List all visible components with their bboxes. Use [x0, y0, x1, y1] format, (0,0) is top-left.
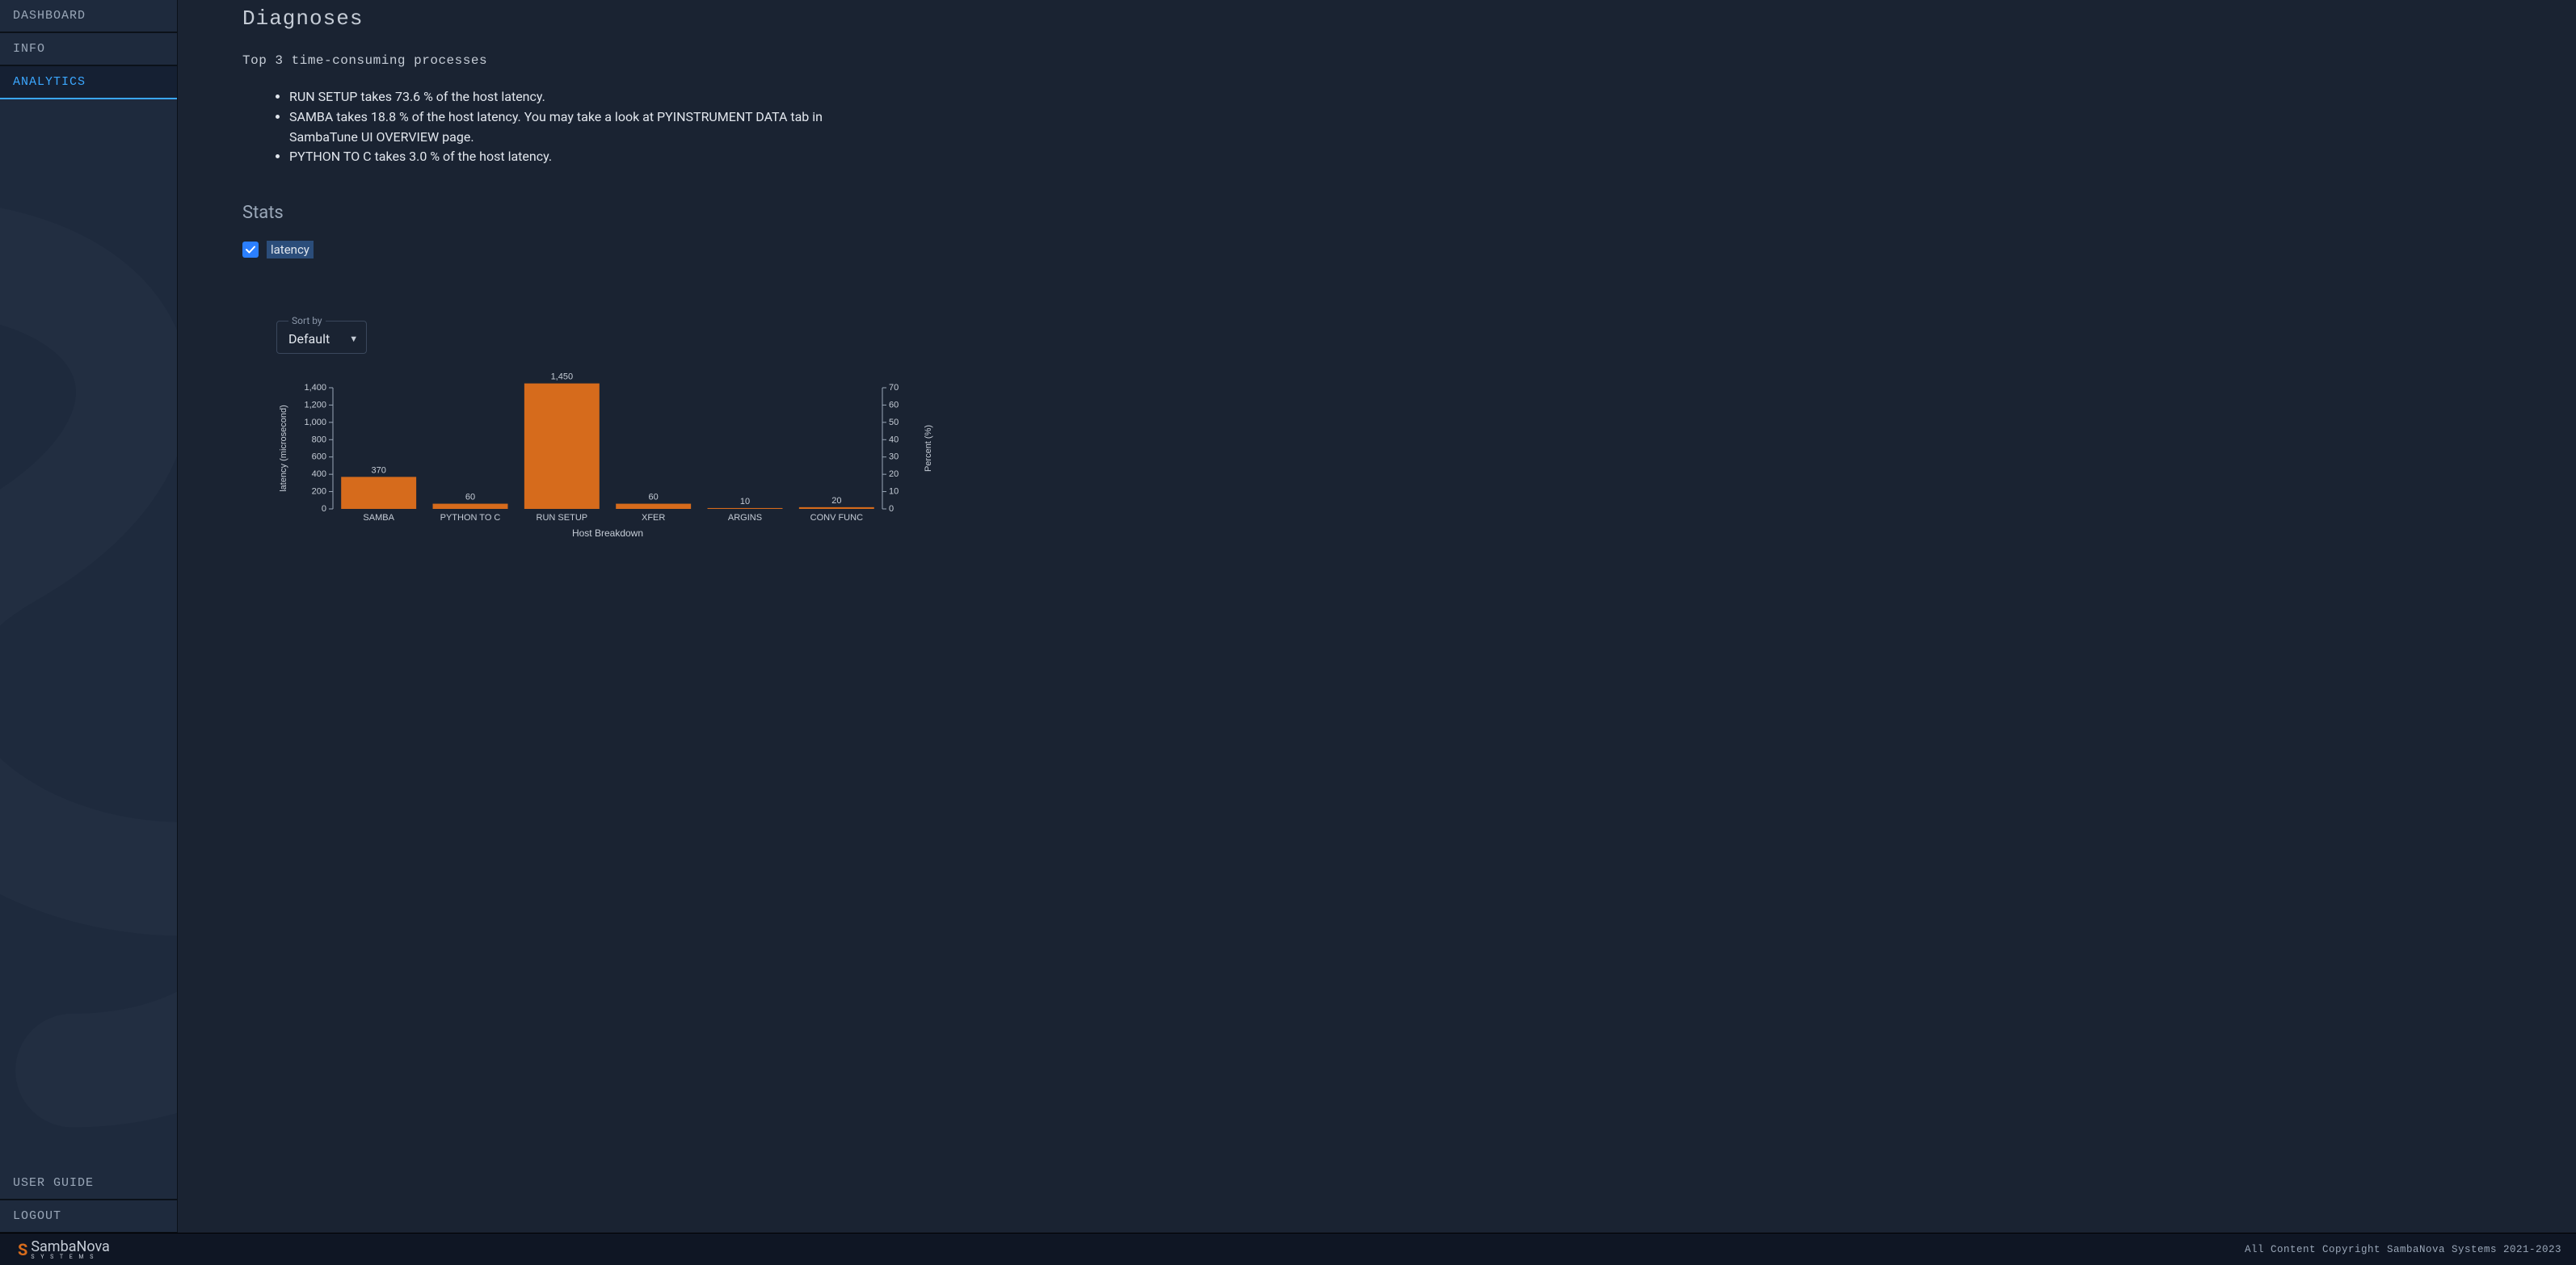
diagnosis-item: PYTHON TO C takes 3.0 % of the host late… — [289, 147, 857, 167]
footer-logo-text: SambaNova — [31, 1238, 110, 1255]
sidebar-item-dashboard[interactable]: DASHBOARD — [0, 0, 177, 32]
chart-bar — [341, 477, 416, 510]
svg-text:PYTHON TO C: PYTHON TO C — [440, 513, 501, 523]
diagnoses-heading: Diagnoses — [242, 6, 2528, 31]
svg-text:60: 60 — [465, 493, 475, 502]
chevron-down-icon: ▼ — [349, 334, 358, 344]
sidebar-item-info[interactable]: INFO — [0, 32, 177, 65]
stats-heading: Stats — [242, 203, 2528, 223]
svg-text:ARGINS: ARGINS — [728, 513, 762, 523]
sort-by-wrap: Sort by Default ▼ — [276, 315, 2528, 354]
diagnoses-subheading: Top 3 time-consuming processes — [242, 53, 2528, 68]
svg-text:200: 200 — [312, 487, 326, 497]
chart-bar — [799, 507, 874, 509]
sort-by-legend: Sort by — [288, 315, 326, 326]
footer-copyright: All Content Copyright SambaNova Systems … — [2245, 1244, 2561, 1255]
chart-bar — [708, 508, 783, 509]
chart-bar — [616, 504, 691, 509]
svg-text:30: 30 — [889, 452, 899, 462]
stats-checkbox-row: latency — [242, 241, 2528, 258]
svg-text:10: 10 — [889, 487, 899, 497]
svg-text:Percent (%): Percent (%) — [924, 425, 933, 472]
svg-text:1,200: 1,200 — [304, 401, 326, 410]
diagnosis-item: SAMBA takes 18.8 % of the host latency. … — [289, 107, 857, 148]
sidebar-item-logout[interactable]: LOGOUT — [0, 1200, 177, 1233]
svg-text:20: 20 — [889, 469, 899, 479]
diagnoses-list: RUN SETUP takes 73.6 % of the host laten… — [242, 87, 857, 167]
sort-by-select[interactable]: Default ▼ — [288, 331, 358, 347]
svg-text:0: 0 — [322, 504, 326, 514]
svg-text:400: 400 — [312, 469, 326, 479]
svg-text:800: 800 — [312, 435, 326, 444]
svg-text:SAMBA: SAMBA — [363, 513, 394, 523]
footer: S SambaNova S Y S T E M S All Content Co… — [0, 1233, 2576, 1265]
chart-bar — [524, 384, 600, 509]
svg-text:60: 60 — [649, 493, 659, 502]
latency-checkbox-label: latency — [267, 241, 314, 258]
svg-text:1,000: 1,000 — [304, 418, 326, 427]
svg-text:60: 60 — [889, 401, 899, 410]
svg-text:70: 70 — [889, 383, 899, 393]
sidebar-nav-bottom: USER GUIDELOGOUT — [0, 1167, 177, 1233]
sidebar-item-analytics[interactable]: ANALYTICS — [0, 65, 177, 99]
sort-by-value: Default — [288, 331, 330, 347]
svg-text:40: 40 — [889, 435, 899, 444]
latency-checkbox[interactable] — [242, 242, 259, 258]
svg-text:20: 20 — [831, 496, 841, 506]
svg-text:10: 10 — [740, 497, 750, 506]
chart-bar — [433, 504, 508, 509]
host-breakdown-chart: latency (microsecond)Percent (%)02004006… — [276, 372, 947, 546]
sidebar-nav-top: DASHBOARDINFOANALYTICS — [0, 0, 177, 99]
sidebar-bg-decor — [0, 0, 177, 1233]
footer-logo: S SambaNova S Y S T E M S — [18, 1238, 110, 1260]
svg-text:600: 600 — [312, 452, 326, 462]
diagnosis-item: RUN SETUP takes 73.6 % of the host laten… — [289, 87, 857, 107]
sidebar: DASHBOARDINFOANALYTICS USER GUIDELOGOUT — [0, 0, 178, 1233]
svg-text:1,450: 1,450 — [551, 372, 574, 382]
svg-text:RUN SETUP: RUN SETUP — [537, 513, 588, 523]
sort-by-fieldset: Sort by Default ▼ — [276, 315, 367, 354]
svg-text:latency (microsecond): latency (microsecond) — [279, 405, 288, 492]
svg-text:CONV FUNC: CONV FUNC — [810, 513, 863, 523]
logo-mark-icon: S — [18, 1240, 27, 1259]
svg-text:Host Breakdown: Host Breakdown — [572, 527, 643, 539]
sidebar-item-user-guide[interactable]: USER GUIDE — [0, 1167, 177, 1200]
svg-text:1,400: 1,400 — [304, 383, 326, 393]
svg-text:370: 370 — [371, 466, 385, 476]
svg-text:XFER: XFER — [642, 513, 665, 523]
main-content: Diagnoses Top 3 time-consuming processes… — [178, 0, 2576, 1233]
svg-text:50: 50 — [889, 418, 899, 427]
svg-text:0: 0 — [889, 504, 894, 514]
